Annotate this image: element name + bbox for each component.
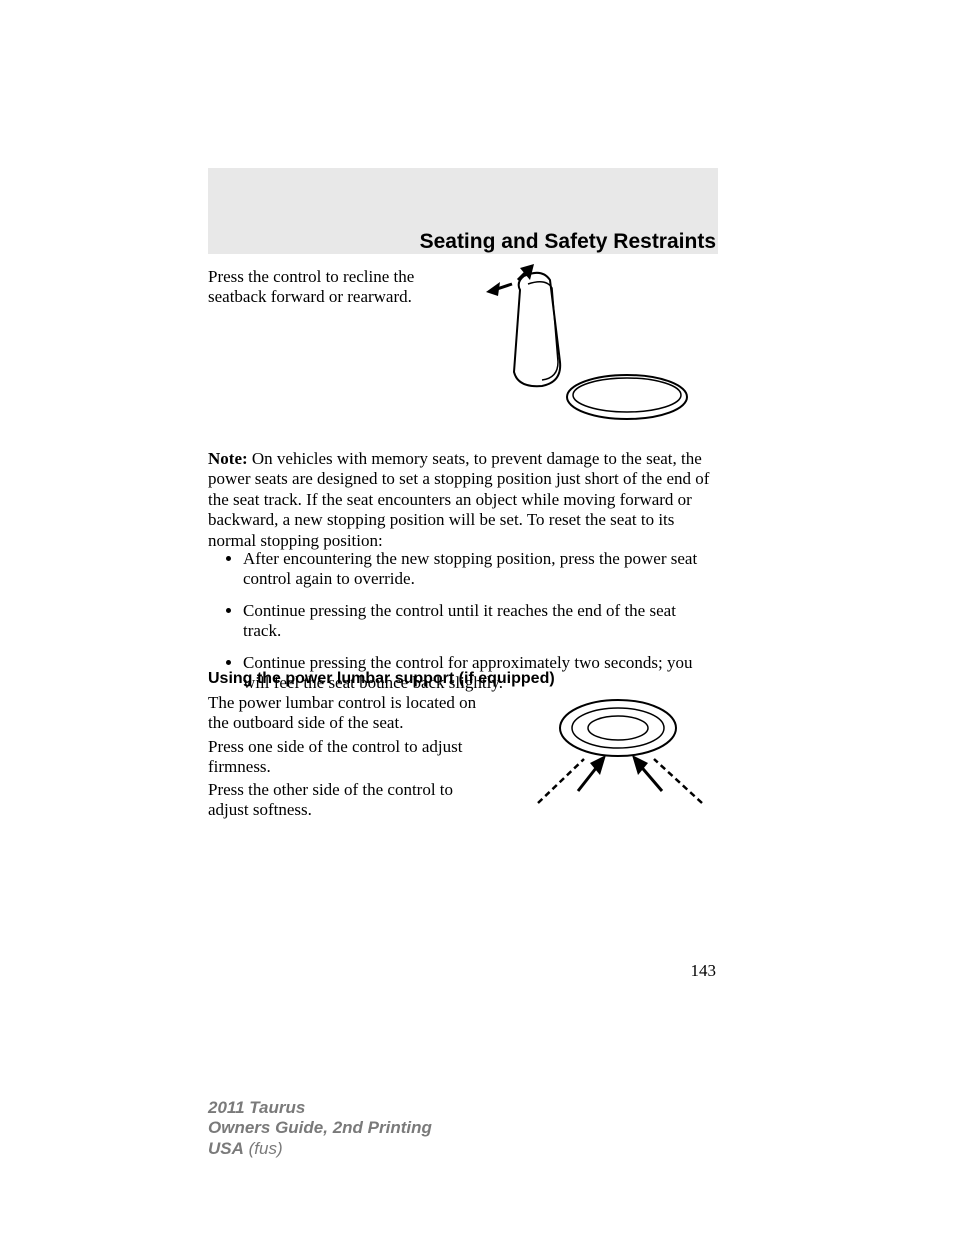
dashed-arrow-left (538, 759, 584, 803)
list-item: After encountering the new stopping posi… (243, 549, 710, 590)
note-paragraph: Note: On vehicles with memory seats, to … (208, 449, 718, 551)
seatback-shape (514, 273, 560, 386)
dashed-arrow-right (654, 759, 702, 803)
chapter-title: Seating and Safety Restraints (420, 230, 716, 254)
solid-arrow-right (632, 755, 662, 791)
footer-region-code: (fus) (244, 1139, 283, 1158)
footer-line-3: USA (fus) (208, 1139, 432, 1159)
note-body: On vehicles with memory seats, to preven… (208, 449, 709, 550)
seatback-inner-line (528, 282, 558, 380)
middle-oval (572, 708, 664, 748)
inner-oval (588, 716, 648, 740)
lumbar-p2: Press one side of the control to adjust … (208, 737, 468, 778)
lumbar-control-diagram (518, 693, 718, 813)
footer-line-2: Owners Guide, 2nd Printing (208, 1118, 432, 1138)
recline-intro-text: Press the control to recline the seatbac… (208, 267, 468, 308)
note-label: Note: (208, 449, 248, 468)
lumbar-p3: Press the other side of the control to a… (208, 780, 488, 821)
lumbar-subheading: Using the power lumbar support (if equip… (208, 670, 555, 688)
page-number: 143 (691, 961, 717, 981)
seat-base-inner (573, 378, 681, 412)
seat-recline-diagram (472, 262, 712, 432)
list-item: Continue pressing the control until it r… (243, 601, 710, 642)
arrow-rearward (486, 282, 512, 296)
footer-country: USA (208, 1139, 244, 1158)
footer-block: 2011 Taurus Owners Guide, 2nd Printing U… (208, 1098, 432, 1159)
lumbar-p1: The power lumbar control is located on t… (208, 693, 488, 734)
footer-line-1: 2011 Taurus (208, 1098, 432, 1118)
arrow-forward (518, 264, 534, 280)
